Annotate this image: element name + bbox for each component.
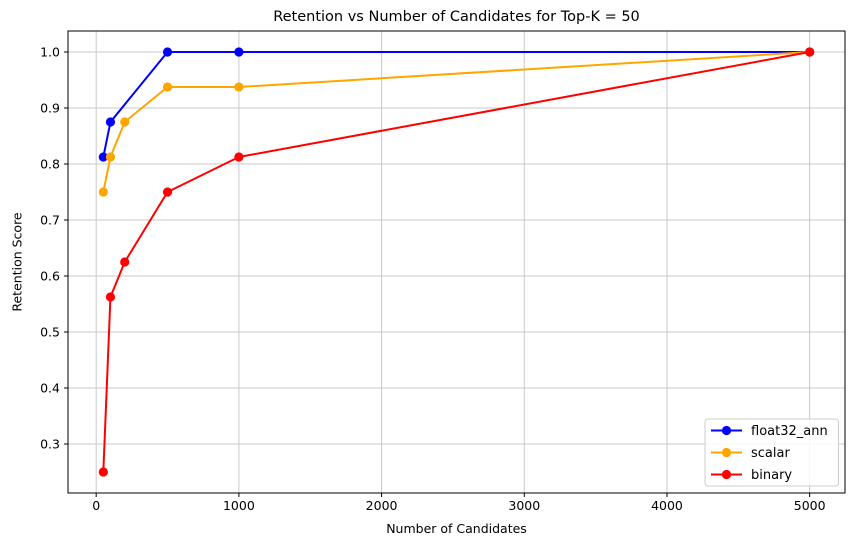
data-point-binary xyxy=(805,47,815,57)
data-point-scalar xyxy=(98,187,108,197)
x-tick-label: 1000 xyxy=(223,498,255,513)
y-axis-label: Retention Score xyxy=(9,212,25,312)
legend-label-binary: binary xyxy=(751,468,792,483)
y-tick-label: 0.7 xyxy=(40,212,60,227)
data-point-scalar xyxy=(120,117,130,127)
y-tick-label: 0.6 xyxy=(40,268,60,283)
y-tick-label: 0.8 xyxy=(40,156,60,171)
data-point-float32_ann xyxy=(234,47,244,57)
legend-sample-marker-binary xyxy=(721,469,732,480)
data-point-binary xyxy=(162,187,173,197)
data-point-binary xyxy=(98,467,108,477)
data-point-binary xyxy=(120,257,130,267)
legend-sample-marker-float32_ann xyxy=(721,425,732,436)
plot-border xyxy=(67,30,846,494)
y-tick-label: 0.3 xyxy=(40,436,60,451)
data-point-binary xyxy=(234,152,244,162)
y-tick-label: 0.4 xyxy=(40,380,60,395)
series-line-scalar xyxy=(102,51,811,193)
data-point-binary xyxy=(105,292,116,302)
legend-box xyxy=(704,418,839,487)
data-point-float32_ann xyxy=(162,47,173,57)
data-point-scalar xyxy=(234,82,244,92)
x-tick-label: 3000 xyxy=(508,498,540,513)
x-tick-label: 2000 xyxy=(366,498,398,513)
y-tick-label: 0.9 xyxy=(40,100,60,115)
y-tick-label: 0.5 xyxy=(40,324,60,339)
data-point-float32_ann xyxy=(105,117,116,127)
data-point-float32_ann xyxy=(98,152,108,162)
x-axis-label: Number of Candidates xyxy=(386,521,527,536)
legend-sample-marker-scalar xyxy=(721,447,732,458)
x-tick-label: 5000 xyxy=(794,498,826,513)
y-tick-label: 1.0 xyxy=(40,44,60,59)
series-line-binary xyxy=(102,51,811,473)
data-point-scalar xyxy=(105,152,116,162)
legend-label-float32_ann: float32_ann xyxy=(751,424,828,439)
x-tick-label: 4000 xyxy=(651,498,683,513)
chart-title: Retention vs Number of Candidates for To… xyxy=(273,9,640,25)
x-tick-label: 0 xyxy=(92,498,100,513)
legend-label-scalar: scalar xyxy=(751,446,790,461)
data-point-scalar xyxy=(162,82,173,92)
series-line-float32_ann xyxy=(102,51,811,158)
